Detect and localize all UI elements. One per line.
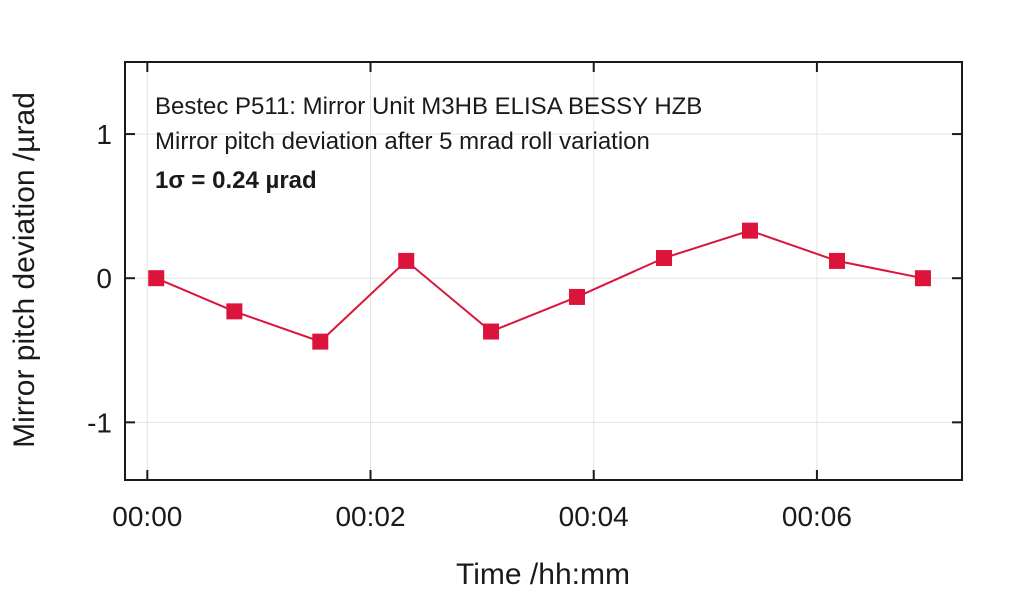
annotation-subtitle: Mirror pitch deviation after 5 mrad roll…	[155, 128, 650, 155]
x-tick-label: 00:04	[559, 501, 629, 532]
data-point-marker	[568, 288, 585, 305]
x-axis-title: Time /hh:mm	[456, 558, 630, 591]
series-line	[155, 229, 924, 343]
y-axis-title: Mirror pitch deviation /µrad	[8, 92, 41, 448]
tick-marks	[125, 62, 962, 480]
data-point-marker	[226, 303, 243, 320]
plot-frame	[124, 61, 963, 481]
grid-lines	[125, 62, 962, 480]
annotation-sigma: 1σ = 0.24 µrad	[155, 167, 317, 194]
data-point-marker	[829, 252, 846, 269]
annotation-title: Bestec P511: Mirror Unit M3HB ELISA BESS…	[155, 93, 702, 120]
x-tick-label: 00:00	[112, 501, 182, 532]
data-point-marker	[483, 323, 500, 340]
data-point-marker	[656, 250, 673, 267]
data-point-marker	[398, 252, 415, 269]
data-point-marker	[312, 333, 329, 350]
data-point-marker	[914, 270, 931, 287]
data-point-marker	[741, 222, 758, 239]
y-tick-label: 0	[96, 263, 112, 294]
y-tick-label: 1	[96, 119, 112, 150]
x-tick-label: 00:02	[335, 501, 405, 532]
data-point-marker	[148, 270, 165, 287]
data-series	[148, 222, 931, 350]
tick-labels: 00:00 00:02 00:04 00:06 1 0 -1	[87, 119, 852, 532]
x-tick-label: 00:06	[782, 501, 852, 532]
y-tick-label: -1	[87, 407, 112, 438]
